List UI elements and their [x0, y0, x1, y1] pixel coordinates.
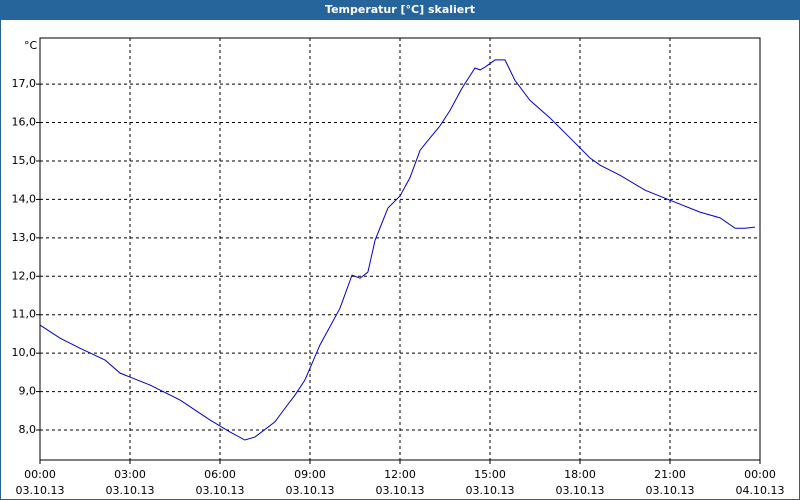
title-bar — [0, 0, 800, 20]
x-tick-label: 03:00 — [114, 468, 146, 481]
y-unit: °C — [24, 39, 38, 52]
x-tick-date: 03.10.13 — [376, 484, 425, 497]
y-tick-label: 8,0 — [19, 423, 37, 436]
x-tick-date: 03.10.13 — [466, 484, 515, 497]
y-tick-label: 12,0 — [12, 269, 37, 282]
x-tick-date: 03.10.13 — [286, 484, 335, 497]
y-tick-label: 16,0 — [12, 116, 37, 129]
y-tick-label: 17,0 — [12, 77, 37, 90]
chart-title: Temperatur [°C] skaliert — [325, 3, 475, 16]
y-tick-label: 14,0 — [12, 192, 37, 205]
x-tick-label: 00:00 — [24, 468, 56, 481]
x-tick-label: 18:00 — [564, 468, 596, 481]
x-tick-date: 03.10.13 — [196, 484, 245, 497]
x-tick-label: 00:00 — [744, 468, 776, 481]
y-tick-label: 15,0 — [12, 154, 37, 167]
y-tick-label: 11,0 — [12, 308, 37, 321]
y-tick-label: 13,0 — [12, 231, 37, 244]
x-tick-date: 03.10.13 — [646, 484, 695, 497]
y-tick-label: 9,0 — [19, 385, 37, 398]
x-tick-date: 03.10.13 — [556, 484, 605, 497]
y-tick-label: 10,0 — [12, 346, 37, 359]
x-tick-label: 12:00 — [384, 468, 416, 481]
x-tick-label: 06:00 — [204, 468, 236, 481]
x-tick-date: 04.10.13 — [736, 484, 785, 497]
x-tick-label: 21:00 — [654, 468, 686, 481]
x-tick-date: 03.10.13 — [106, 484, 155, 497]
x-tick-date: 03.10.13 — [16, 484, 65, 497]
line-series — [39, 59, 755, 441]
x-tick-label: 09:00 — [294, 468, 326, 481]
x-tick-label: 15:00 — [474, 468, 506, 481]
